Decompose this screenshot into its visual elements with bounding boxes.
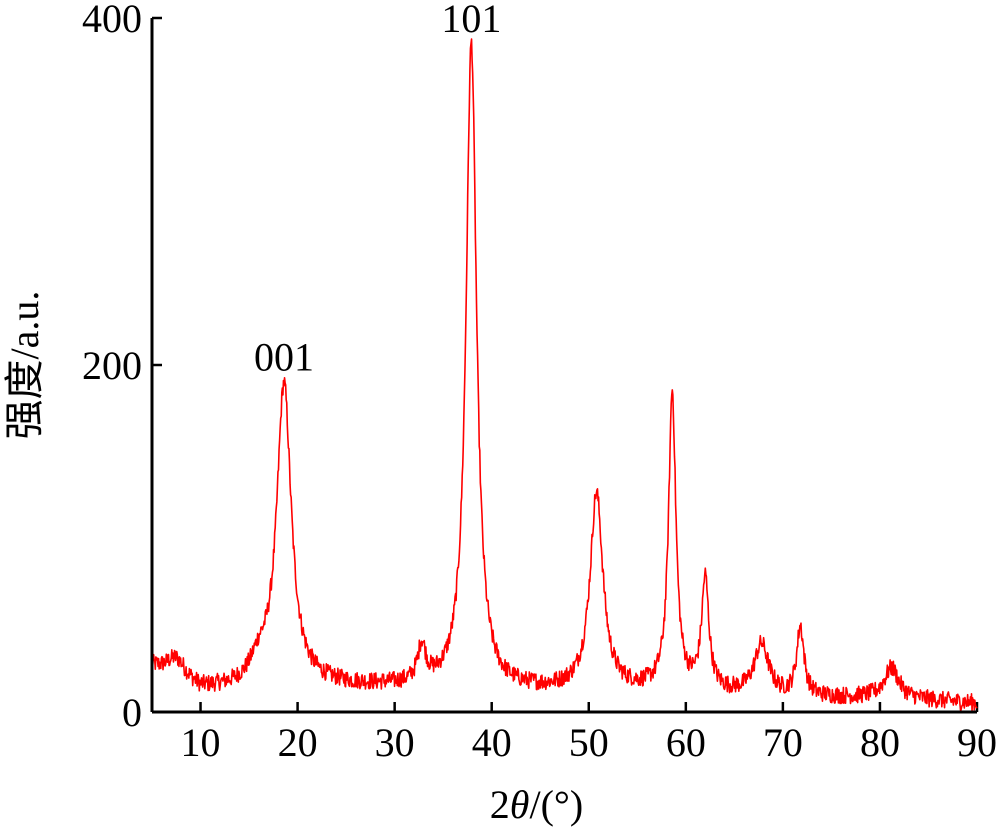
x-tick-label-80: 80 [860, 720, 900, 765]
y-tick-label-200: 200 [82, 343, 142, 388]
x-tick-label-20: 20 [278, 720, 318, 765]
x-axis-title: 2θ/(°) [490, 782, 583, 827]
axes [150, 18, 977, 714]
x-tick-label-90: 90 [957, 720, 997, 765]
plot-area [151, 38, 978, 712]
y-tick-label-400: 400 [82, 0, 142, 41]
x-tick-label-40: 40 [472, 720, 512, 765]
x-tick-label-70: 70 [763, 720, 803, 765]
y-tick-label-0: 0 [122, 690, 142, 735]
x-tick-label-10: 10 [181, 720, 221, 765]
peak-label-001: 001 [254, 334, 314, 379]
peak-label-101: 101 [441, 0, 501, 41]
x-tick-label-50: 50 [569, 720, 609, 765]
y-axis-title: 强度/a.u. [2, 291, 47, 440]
x-tick-label-60: 60 [666, 720, 706, 765]
x-tick-label-30: 30 [375, 720, 415, 765]
series-line-0 [151, 38, 978, 712]
